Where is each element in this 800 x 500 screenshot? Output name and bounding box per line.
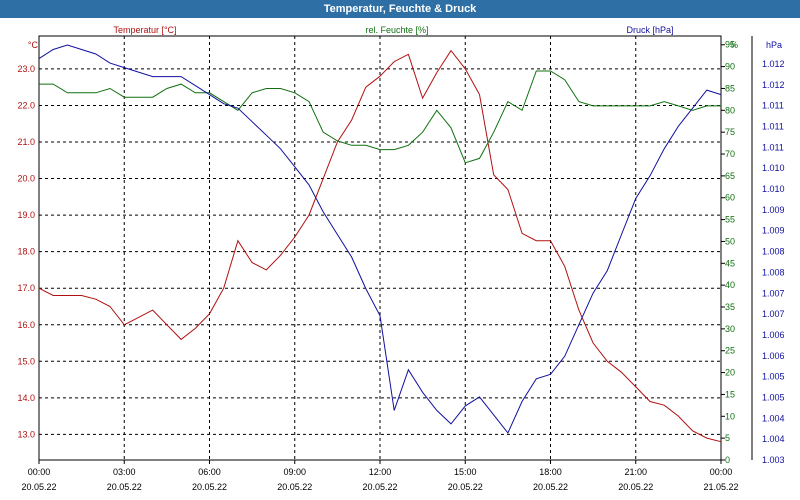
line-chart: 00:00 20.05.22 03:00 20.05.22 06:00 20.05.22 0… xyxy=(17,25,785,492)
humidity-tick-label: 55 xyxy=(725,215,735,225)
x-tick-label-time: 12:00 xyxy=(369,467,392,477)
humidity-tick-label: 35 xyxy=(725,302,735,312)
temperature-tick-label: 17.0 xyxy=(17,283,35,293)
x-tick-label-time: 03:00 xyxy=(113,467,136,477)
x-tick-label-date: 20.05.22 xyxy=(192,482,227,492)
temperature-tick-label: 18.0 xyxy=(17,247,35,257)
pressure-tick-label: 1.011 xyxy=(762,101,784,111)
pressure-tick-label: 1.004 xyxy=(762,413,785,423)
humidity-axis-title: rel. Feuchte [%] xyxy=(365,25,428,35)
temperature-tick-label: 21.0 xyxy=(17,137,35,147)
x-tick-label-time: 18:00 xyxy=(539,467,562,477)
humidity-tick-label: 60 xyxy=(725,193,735,203)
temperature-tick-label: 23.0 xyxy=(17,64,35,74)
pressure-tick-label: 1.012 xyxy=(762,80,785,90)
pressure-tick-label: 1.012 xyxy=(762,59,785,69)
humidity-tick-label: 90 xyxy=(725,62,735,72)
x-tick-label-date: 21.05.22 xyxy=(703,482,738,492)
pressure-tick-label: 1.003 xyxy=(762,455,785,465)
humidity-tick-label: 75 xyxy=(725,127,735,137)
x-tick-label-time: 06:00 xyxy=(198,467,221,477)
pressure-tick-label: 1.009 xyxy=(762,226,785,236)
humidity-tick-label: 70 xyxy=(725,149,735,159)
pressure-tick-label: 1.006 xyxy=(762,330,785,340)
pressure-tick-label: 1.007 xyxy=(762,309,785,319)
temperature-axis-title: Temperatur [°C] xyxy=(113,25,176,35)
humidity-tick-label: 85 xyxy=(725,83,735,93)
humidity-tick-label: 25 xyxy=(725,346,735,356)
humidity-tick-label: 80 xyxy=(725,105,735,115)
temperature-axis-unit: °C xyxy=(28,40,39,50)
temperature-tick-label: 16.0 xyxy=(17,320,35,330)
humidity-tick-label: 5 xyxy=(725,433,730,443)
series-line-humidity xyxy=(39,70,721,164)
x-tick-label-date: 20.05.22 xyxy=(277,482,312,492)
humidity-tick-label: 65 xyxy=(725,171,735,181)
humidity-tick-label: 45 xyxy=(725,258,735,268)
pressure-tick-label: 1.010 xyxy=(762,184,785,194)
x-tick-label-date: 20.05.22 xyxy=(448,482,483,492)
temperature-tick-label: 13.0 xyxy=(17,429,35,439)
x-tick-label-time: 15:00 xyxy=(454,467,477,477)
humidity-tick-label: 20 xyxy=(725,368,735,378)
pressure-tick-label: 1.011 xyxy=(762,122,784,132)
pressure-axis-title: Druck [hPa] xyxy=(626,25,673,35)
pressure-tick-label: 1.006 xyxy=(762,351,785,361)
pressure-tick-label: 1.005 xyxy=(762,372,785,382)
pressure-tick-label: 1.010 xyxy=(762,163,785,173)
pressure-tick-label: 1.011 xyxy=(762,142,784,152)
x-tick-label-date: 20.05.22 xyxy=(21,482,56,492)
humidity-tick-label: 0 xyxy=(725,455,730,465)
series-line-pressure xyxy=(38,44,722,434)
pressure-tick-label: 1.008 xyxy=(762,247,785,257)
pressure-tick-label: 1.004 xyxy=(762,434,785,444)
temperature-tick-label: 15.0 xyxy=(17,356,35,366)
x-tick-label-date: 20.05.22 xyxy=(107,482,142,492)
pressure-tick-label: 1.005 xyxy=(762,392,785,402)
x-tick-label-time: 21:00 xyxy=(624,467,647,477)
temperature-tick-label: 19.0 xyxy=(17,210,35,220)
humidity-tick-label: 30 xyxy=(725,324,735,334)
pressure-tick-label: 1.007 xyxy=(762,288,785,298)
temperature-tick-label: 22.0 xyxy=(17,100,35,110)
x-tick-label-date: 20.05.22 xyxy=(533,482,568,492)
humidity-tick-label: 40 xyxy=(725,280,735,290)
humidity-tick-label: 50 xyxy=(725,236,735,246)
window-title: Temperatur, Feuchte & Druck xyxy=(0,0,800,18)
temperature-tick-label: 14.0 xyxy=(17,393,35,403)
pressure-tick-label: 1.009 xyxy=(762,205,785,215)
x-tick-label-time: 09:00 xyxy=(283,467,306,477)
pressure-axis-unit: hPa xyxy=(766,40,782,50)
x-tick-label-date: 20.05.22 xyxy=(362,482,397,492)
x-tick-label-time: 00:00 xyxy=(28,467,51,477)
series-line-temperature xyxy=(38,49,722,443)
pressure-tick-label: 1.008 xyxy=(762,267,785,277)
x-tick-label-date: 20.05.22 xyxy=(618,482,653,492)
humidity-tick-label: 15 xyxy=(725,389,735,399)
humidity-tick-label: 95 xyxy=(725,40,735,50)
humidity-axis-unit: % xyxy=(730,40,738,50)
temperature-tick-label: 20.0 xyxy=(17,174,35,184)
humidity-tick-label: 10 xyxy=(725,411,735,421)
x-tick-label-time: 00:00 xyxy=(710,467,733,477)
